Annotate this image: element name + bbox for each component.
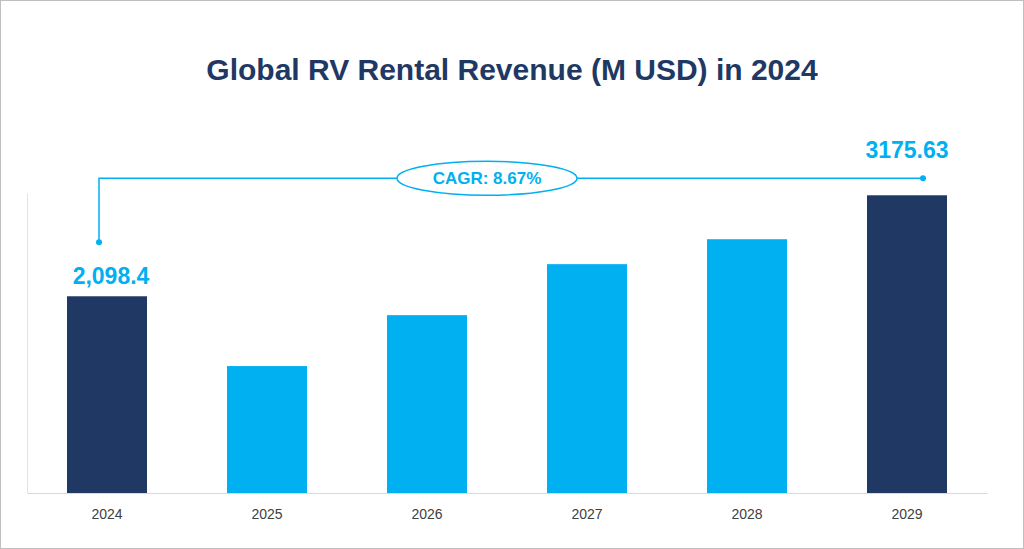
x-axis: 2024 2025 2026 2027 2028 2029 [28, 494, 988, 522]
y-axis [27, 194, 28, 494]
x-tick: 2026 [411, 506, 442, 522]
title: Global RV Rental Revenue (M USD) in 2024 [206, 53, 818, 86]
x-tick-label: 2028 [731, 506, 762, 522]
cagr-ellipse [397, 161, 577, 195]
x-tick: 2029 [891, 506, 922, 522]
x-tick: 2028 [731, 506, 762, 522]
x-tick-label: 2029 [891, 506, 922, 522]
data-label: 2,098.4 [73, 263, 150, 289]
chart: Global RV Rental Revenue (M USD) in 2024… [0, 0, 1024, 549]
x-tick: 2024 [91, 506, 122, 522]
bars [67, 195, 947, 493]
x-tick: 2027 [571, 506, 602, 522]
x-tick-label: 2025 [251, 506, 282, 522]
data-labels: 2,098.4 3175.63 [73, 137, 949, 289]
frame [1, 1, 1024, 549]
bar [67, 296, 147, 493]
x-tick-label: 2024 [91, 506, 122, 522]
data-label: 3175.63 [865, 137, 948, 163]
x-tick-label: 2026 [411, 506, 442, 522]
cagr-dot [920, 175, 926, 181]
x-tick: 2025 [251, 506, 282, 522]
y-axis-line [27, 194, 28, 494]
bar [387, 315, 467, 493]
x-axis-line [28, 493, 988, 494]
bar [547, 264, 627, 493]
cagr-label: CAGR: 8.67% [433, 169, 542, 188]
x-tick-label: 2027 [571, 506, 602, 522]
bar [227, 366, 307, 493]
cagr-dot [96, 239, 102, 245]
bar [867, 195, 947, 493]
annotation: CAGR: 8.67% [96, 161, 926, 245]
bar [707, 239, 787, 493]
